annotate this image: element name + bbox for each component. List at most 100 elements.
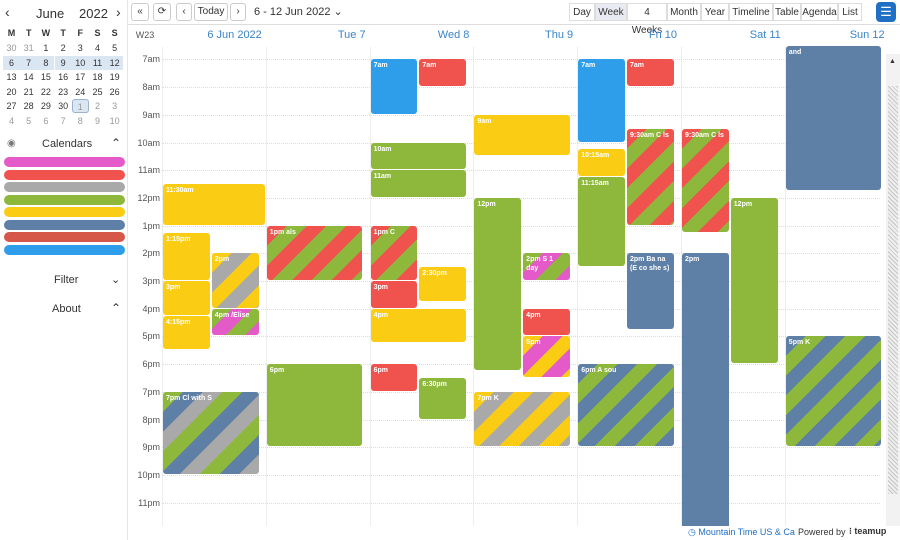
calendar-event[interactable]: 6pm [266,364,363,447]
mini-day[interactable]: 18 [92,72,103,83]
mini-day[interactable]: 31 [23,43,34,53]
calendar-item[interactable] [4,219,125,230]
mini-day[interactable]: 27 [6,101,17,112]
prev-month-icon[interactable]: ‹ [5,4,10,20]
day-header[interactable]: Fri 10 [648,29,677,41]
day-header[interactable]: Sun 12 [849,29,885,41]
next-month-icon[interactable]: › [116,4,121,20]
calendar-event[interactable]: 11:15am [578,177,625,267]
calendar-event[interactable]: 10am [370,142,467,170]
mini-day[interactable]: 2 [94,101,100,112]
view-4-weeks-button[interactable]: 4 Weeks [627,3,667,36]
mini-day[interactable]: 3 [77,43,83,53]
calendar-event[interactable]: 4pm [370,308,467,343]
mini-day[interactable]: 19 [109,72,120,83]
mini-day[interactable]: 1 [71,99,89,114]
mini-day[interactable]: 23 [58,86,69,97]
mini-day[interactable]: 9 [94,116,100,126]
mini-day[interactable]: 4 [94,43,100,53]
calendar-event[interactable]: 4pm /Elise [211,308,259,336]
mini-day[interactable]: 6 [3,55,20,70]
calendar-event[interactable]: and [785,45,882,191]
chevron-up-icon[interactable]: ⌃ [111,301,122,315]
day-header[interactable]: Wed 8 [437,29,470,41]
calendar-event[interactable]: 10:15am [578,149,625,177]
mini-day[interactable]: 30 [58,101,69,112]
teamup-logo[interactable]: ⁝ teamup [849,526,887,536]
mini-day[interactable]: 5 [26,116,32,126]
mini-day[interactable]: 13 [6,72,17,83]
mini-day[interactable]: 24 [75,86,86,97]
fast-back-button[interactable]: « [131,3,149,21]
calendar-event[interactable]: 2pm [211,253,259,308]
mini-day[interactable]: 26 [109,86,120,97]
calendar-event[interactable]: 7am [419,59,467,87]
calendar-event[interactable]: 9:30am C ls [682,128,729,232]
mini-day[interactable]: 10 [71,55,89,70]
calendar-event[interactable]: 1:15pm [163,232,210,281]
mini-day[interactable]: 30 [6,43,17,53]
eye-icon[interactable]: ◉ [7,138,16,149]
scrollbar[interactable]: ▲ [886,54,900,526]
date-range-picker[interactable]: 6 - 12 Jun 2022 ⌄ [254,5,343,18]
mini-day[interactable]: 21 [23,86,34,97]
today-button[interactable]: Today [194,3,228,21]
calendar-event[interactable]: 2pm [682,253,729,526]
calendar-event[interactable]: 7pm Cl with S [163,391,259,474]
calendar-event[interactable]: 2pm Ba na (E co she s) [626,253,674,329]
calendar-event[interactable]: 9am [474,114,570,156]
chevron-down-icon[interactable]: ⌄ [111,274,121,286]
calendar-event[interactable]: 4:15pm [163,315,210,350]
calendar-event[interactable]: 11:30am [163,184,265,225]
calendar-event[interactable]: 2:30pm [419,267,467,301]
mini-day[interactable]: 28 [23,101,34,112]
calendar-item[interactable] [4,232,125,242]
mini-day[interactable]: 1 [43,43,49,53]
day-header[interactable]: Sat 11 [749,29,781,41]
calendar-event[interactable]: 5pm [523,336,570,377]
calendar-event[interactable]: 7am [370,59,418,114]
mini-day[interactable]: 22 [40,86,51,97]
calendar-item[interactable] [4,244,125,255]
view-year-button[interactable]: Year [701,3,729,21]
mini-day[interactable]: 8 [37,55,55,70]
calendar-event[interactable]: 7am [578,59,625,142]
calendar-event[interactable]: 12pm [474,197,522,371]
view-week-button[interactable]: Week [595,3,627,21]
calendar-item[interactable] [4,207,125,217]
mini-day[interactable]: 16 [58,72,69,83]
view-list-button[interactable]: List [838,3,862,21]
view-agenda-button[interactable]: Agenda [801,3,838,21]
next-button[interactable]: › [230,3,246,21]
calendar-item[interactable] [4,194,125,205]
calendar-event[interactable]: 12pm [730,197,778,364]
mini-day[interactable]: 25 [92,86,103,97]
view-table-button[interactable]: Table [773,3,801,21]
calendar-item[interactable] [4,182,125,192]
calendar-item[interactable] [4,169,125,180]
day-header[interactable]: Tue 7 [337,29,366,41]
mini-day[interactable]: 15 [40,72,51,83]
scroll-up-icon[interactable]: ▲ [889,58,896,65]
mini-day[interactable]: 17 [75,72,86,83]
calendar-event[interactable]: 11am [370,170,467,197]
mini-day[interactable]: 5 [112,43,118,53]
calendar-item[interactable] [4,157,125,167]
calendar-event[interactable]: 4pm [523,308,570,336]
mini-day[interactable]: 14 [23,72,34,83]
view-timeline-button[interactable]: Timeline [729,3,773,21]
calendar-event[interactable]: 7am [626,59,674,87]
about-section-header[interactable]: About ⌃ [0,301,128,321]
calendar-event[interactable]: 3pm [370,281,418,308]
mini-day[interactable]: 6 [43,116,49,126]
calendar-event[interactable]: 5pm K [785,336,882,447]
mini-day[interactable]: 9 [54,55,72,70]
calendar-event[interactable]: 6pm [370,364,418,391]
calendar-event[interactable]: 1pm C [370,225,418,281]
mini-day[interactable]: 2 [60,43,66,53]
mini-day[interactable]: 11 [89,55,106,70]
calendar-event[interactable]: 6pm A sou [578,364,674,447]
scrollbar-thumb[interactable] [888,86,898,494]
refresh-button[interactable]: ⟳ [153,3,171,21]
calendar-event[interactable]: 9:30am C ls [626,128,674,225]
